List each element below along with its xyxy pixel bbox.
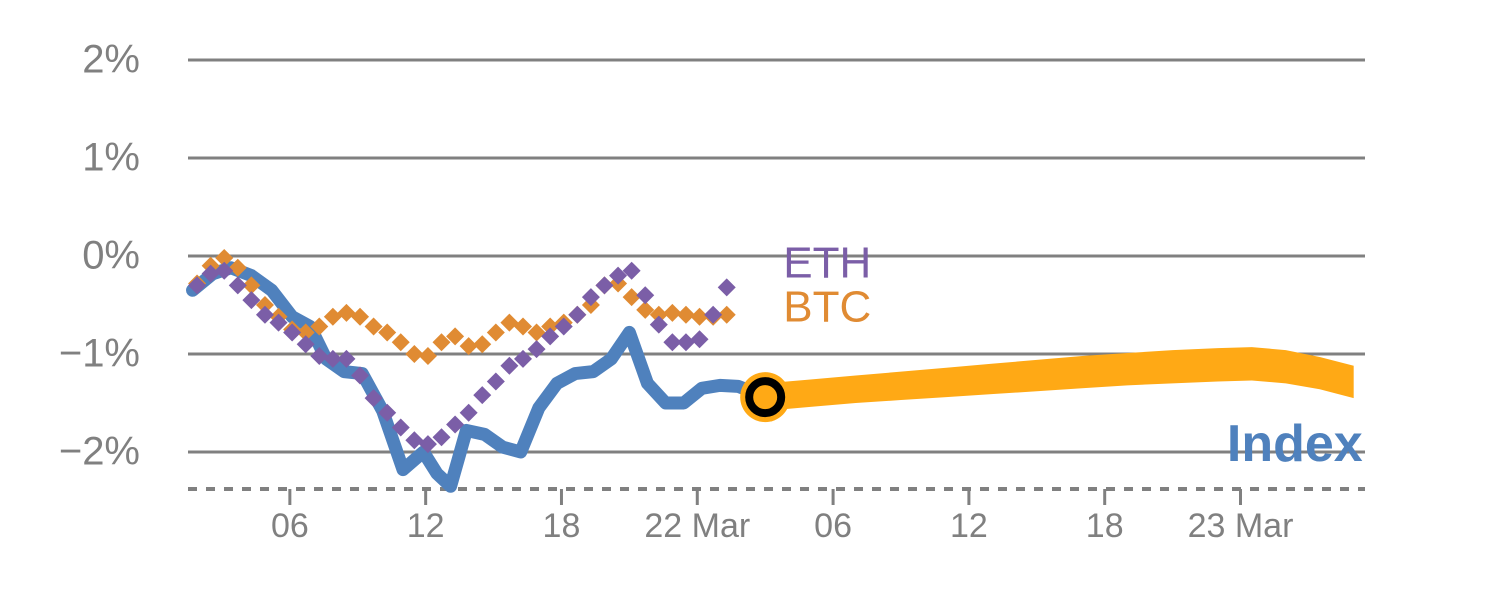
series-marker-btc	[622, 288, 641, 307]
series-marker-eth	[364, 389, 383, 408]
series-marker-eth	[663, 333, 682, 352]
series-marker-eth	[242, 291, 261, 310]
series-marker-btc	[215, 248, 234, 267]
series-marker-btc	[717, 305, 736, 324]
series-marker-btc	[323, 307, 342, 326]
series-marker-eth	[541, 327, 560, 346]
series-marker-btc	[663, 303, 682, 322]
series-marker-btc	[527, 323, 546, 342]
series-marker-eth	[418, 435, 437, 454]
y-axis-tick-label: −1%	[59, 332, 140, 376]
series-marker-eth	[554, 317, 573, 336]
series-marker-btc	[649, 305, 668, 324]
series-marker-btc	[310, 317, 329, 336]
x-axis-tick-label: 23 Mar	[1188, 507, 1294, 545]
series-marker-btc	[446, 327, 465, 346]
y-axis-tick-label: 1%	[82, 136, 140, 180]
series-marker-eth	[201, 264, 220, 283]
x-axis-tick-label: 22 Mar	[644, 507, 750, 545]
series-marker-eth	[581, 288, 600, 307]
series-marker-btc	[541, 317, 560, 336]
series-marker-eth	[432, 428, 451, 447]
series-marker-btc	[473, 335, 492, 354]
series-marker-btc	[432, 333, 451, 352]
series-marker-btc	[364, 317, 383, 336]
series-marker-eth	[446, 415, 465, 434]
series-marker-btc	[636, 300, 655, 319]
series-marker-btc	[405, 345, 424, 363]
series-marker-btc	[228, 258, 247, 277]
series-marker-btc	[296, 323, 315, 342]
series-marker-eth	[215, 261, 234, 280]
x-axis-tick-label: 12	[407, 507, 445, 545]
series-marker-eth	[527, 340, 546, 359]
forecast-band	[765, 347, 1354, 411]
series-marker-eth	[405, 431, 424, 450]
series-marker-eth	[595, 276, 614, 295]
series-marker-eth	[269, 313, 288, 332]
series-marker-eth	[310, 346, 329, 365]
series-marker-eth	[486, 372, 505, 391]
y-axis-tick-labels: 2% 1% 0% −1% −2%	[59, 38, 140, 474]
series-marker-eth	[513, 349, 532, 368]
series-marker-eth	[459, 403, 478, 422]
x-axis-tick-label: 12	[950, 507, 988, 545]
series-marker-btc	[486, 323, 505, 342]
series-marker-btc	[255, 296, 274, 314]
series-marker-btc	[500, 313, 519, 332]
x-axis-tick-labels: 06 12 18 22 Mar 06 12 18 23 Mar	[271, 507, 1293, 545]
series-line-index	[186, 261, 772, 493]
eth-label: ETH	[783, 238, 871, 287]
x-axis-tick-label: 06	[271, 507, 309, 545]
series-marker-btc	[391, 333, 410, 352]
current-value-marker[interactable]	[740, 372, 791, 423]
series-marker-eth	[351, 366, 370, 385]
series-marker-eth	[228, 276, 247, 295]
series-marker-eth	[255, 305, 274, 324]
series-marker-eth	[676, 333, 695, 352]
series-marker-eth	[717, 278, 736, 297]
btc-label: BTC	[783, 283, 871, 332]
series-marker-eth	[391, 418, 410, 437]
data-series	[186, 248, 772, 493]
series-marker-btc	[676, 305, 695, 324]
marker-ring[interactable]	[745, 377, 786, 418]
series-marker-eth	[690, 330, 709, 349]
series-marker-eth	[296, 335, 315, 354]
series-marker-eth	[636, 286, 655, 305]
y-axis-tick-label: 2%	[82, 38, 140, 82]
x-axis-tick-label: 18	[1086, 507, 1124, 545]
x-axis-tick-label: 18	[543, 507, 581, 545]
index-label: Index	[1227, 415, 1363, 473]
series-marker-btc	[351, 307, 370, 326]
series-marker-btc	[459, 337, 478, 356]
series-marker-eth	[473, 386, 492, 405]
series-marker-eth	[568, 305, 587, 324]
x-axis-tick-label: 06	[814, 507, 852, 545]
series-marker-eth	[283, 323, 302, 342]
series-marker-eth	[323, 349, 342, 368]
series-marker-btc	[242, 276, 261, 295]
y-axis-tick-label: −2%	[59, 430, 140, 474]
series-marker-btc	[690, 307, 709, 326]
series-marker-eth	[500, 356, 519, 375]
series-marker-btc	[418, 346, 437, 365]
x-axis	[188, 487, 1365, 505]
series-marker-eth	[622, 261, 641, 280]
y-axis-tick-label: 0%	[82, 234, 140, 278]
series-marker-btc	[513, 317, 532, 336]
series-marker-eth	[704, 305, 723, 324]
series-marker-btc	[337, 303, 356, 322]
series-marker-eth	[609, 266, 628, 285]
forecast-band-area	[765, 347, 1354, 411]
series-marker-eth	[188, 276, 207, 295]
series-marker-eth	[649, 315, 668, 334]
series-marker-btc	[378, 323, 397, 342]
series-marker-eth	[378, 403, 397, 422]
series-marker-eth	[337, 349, 356, 368]
